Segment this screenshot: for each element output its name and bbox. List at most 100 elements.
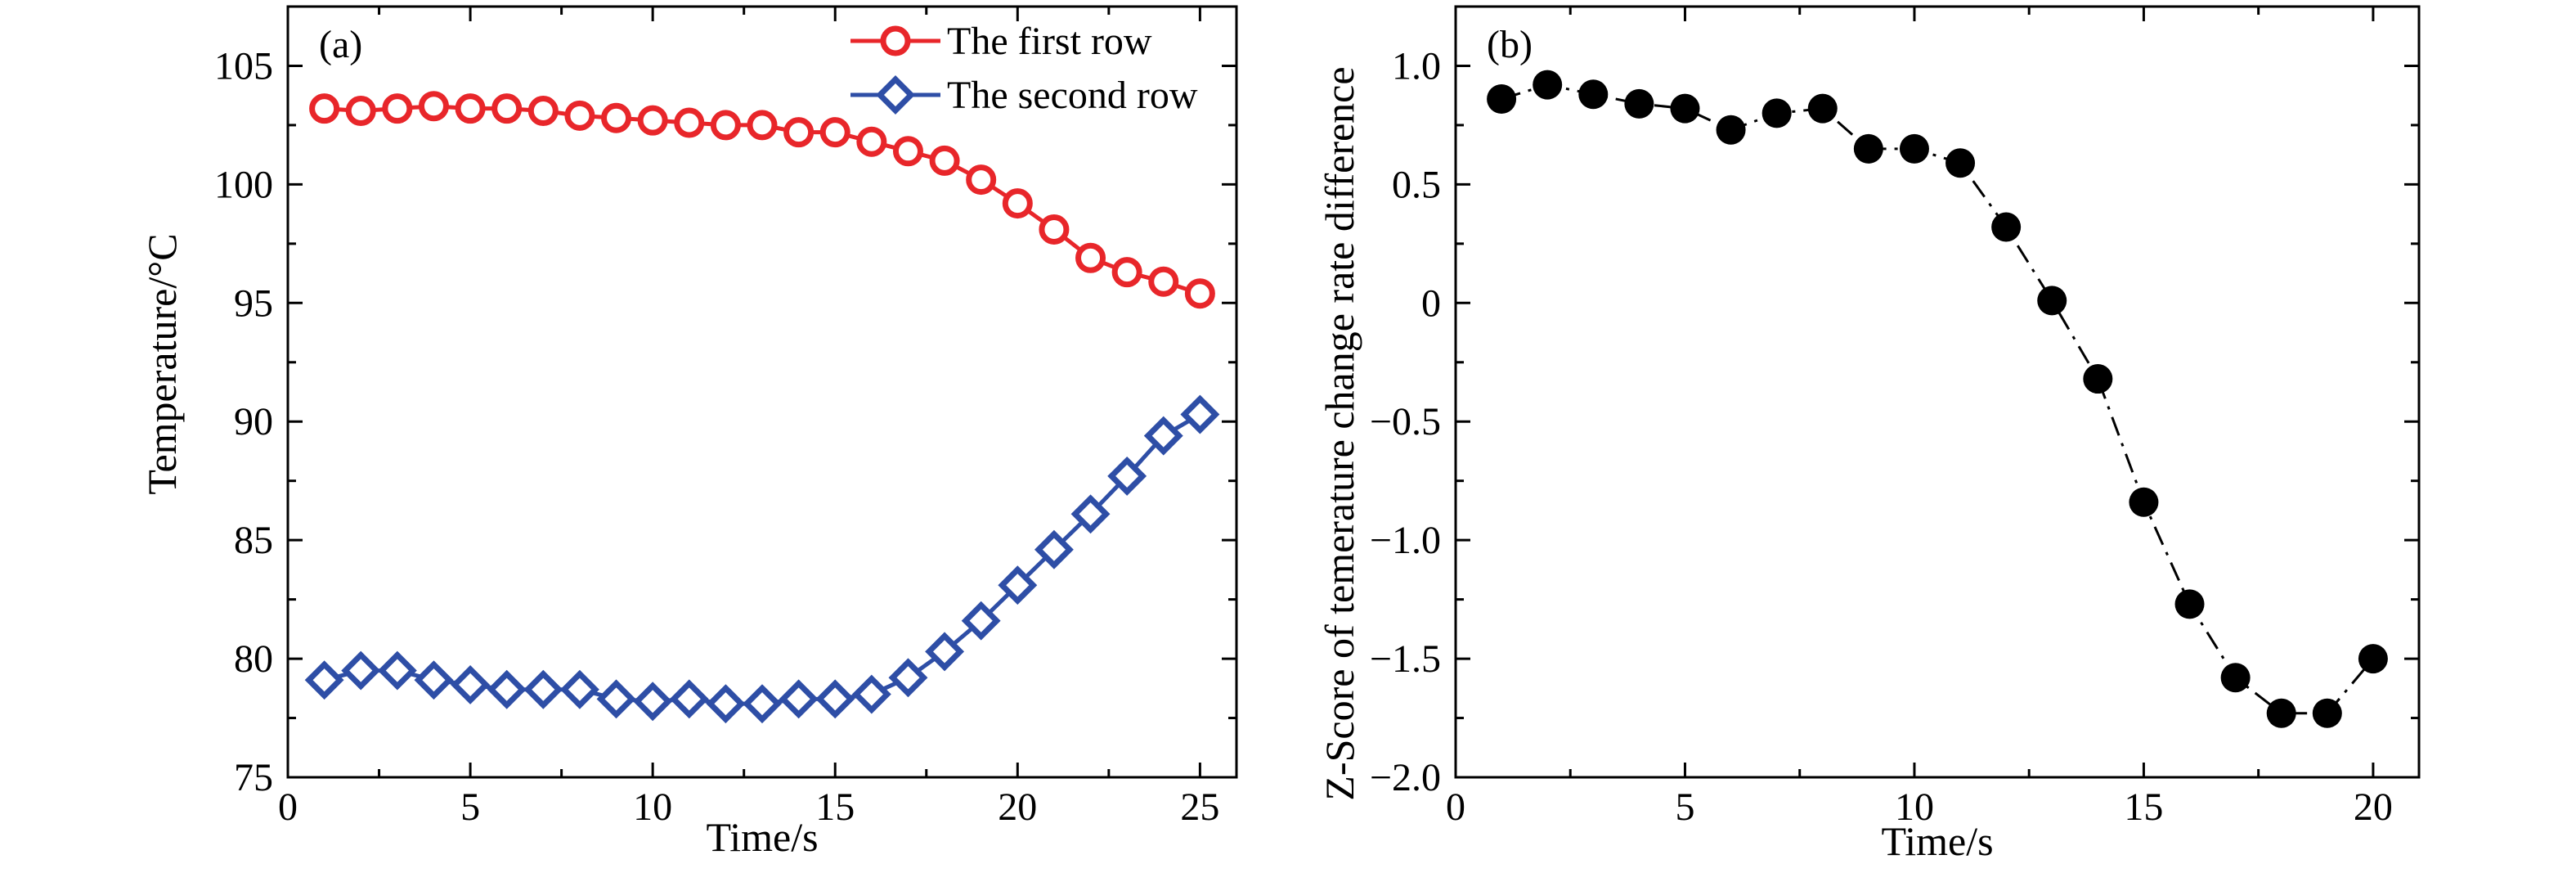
data-point <box>2083 364 2113 394</box>
data-point <box>743 684 782 724</box>
data-point <box>747 110 778 141</box>
data-point <box>819 117 850 148</box>
data-point <box>309 93 340 124</box>
data-point <box>1184 278 1215 309</box>
data-point <box>1034 529 1074 569</box>
y-tick-label: −0.5 <box>1370 400 1441 443</box>
plot-frame <box>286 5 1238 779</box>
data-point <box>1761 98 1792 128</box>
y-tick-label: 75 <box>234 756 273 799</box>
data-point <box>2312 698 2342 728</box>
data-point <box>2174 589 2205 619</box>
data-point <box>1180 394 1220 434</box>
data-point <box>1533 70 1563 100</box>
x-tick-label: 20 <box>998 785 1037 829</box>
data-point <box>2266 698 2296 728</box>
data-point <box>2037 286 2067 316</box>
data-point <box>1670 93 1700 124</box>
y-tick-label: −1.5 <box>1370 637 1441 681</box>
legend-label: The first row <box>947 20 1152 63</box>
x-axis-label: Time/s <box>706 814 818 860</box>
data-point <box>304 660 344 700</box>
data-point <box>1143 416 1183 456</box>
data-point <box>783 117 815 148</box>
y-tick-label: −2.0 <box>1370 756 1441 799</box>
data-point <box>559 669 599 709</box>
y-tick-label: −1.0 <box>1370 519 1441 562</box>
data-point <box>418 91 449 122</box>
data-point <box>1107 456 1147 496</box>
x-tick-label: 0 <box>1446 785 1465 829</box>
data-point <box>637 105 668 136</box>
y-axis-label: Z-Score of temerature change rate differ… <box>1317 66 1362 800</box>
y-tick-label: 95 <box>234 281 273 325</box>
panel-label: (a) <box>319 23 362 66</box>
y-tick-label: 85 <box>234 519 273 562</box>
x-tick-label: 10 <box>1895 785 1934 829</box>
legend: The first row The second row <box>850 20 1198 117</box>
series-line <box>1501 83 2375 715</box>
data-point <box>1075 242 1106 273</box>
data-point <box>1148 266 1179 297</box>
data-point <box>564 100 595 131</box>
y-tick-label: 80 <box>234 637 273 681</box>
data-point <box>710 110 741 141</box>
data-point <box>888 658 928 698</box>
x-tick-label: 20 <box>2354 785 2393 829</box>
data-point <box>414 660 454 700</box>
data-point <box>1899 133 1929 164</box>
data-point <box>1716 115 1746 145</box>
y-tick-label: 100 <box>214 163 273 206</box>
data-point <box>1853 133 1883 164</box>
y-axis-label: Temperature/°C <box>139 233 185 494</box>
data-point <box>856 126 887 157</box>
legend-marker <box>880 25 911 56</box>
data-point <box>1039 214 1070 245</box>
data-point <box>998 565 1038 605</box>
data-point <box>491 93 523 124</box>
data-point <box>966 164 997 196</box>
data-point <box>1070 494 1111 534</box>
data-point <box>377 650 417 691</box>
panel-a: 0 5 10 15 20 25 75 80 85 90 95 100 105 Time/s Temperat… <box>139 5 1238 860</box>
series-line <box>323 412 1201 706</box>
data-point <box>1807 93 1838 124</box>
data-point <box>455 93 486 124</box>
data-point <box>1002 188 1033 219</box>
data-point <box>1578 79 1609 110</box>
y-tick-label: 90 <box>234 400 273 443</box>
data-point <box>2358 644 2388 674</box>
data-point <box>1111 257 1142 288</box>
x-tick-label: 15 <box>2124 785 2163 829</box>
data-point <box>341 650 381 691</box>
data-point <box>674 107 705 138</box>
x-tick-label: 0 <box>278 785 298 829</box>
data-point <box>851 674 891 714</box>
legend-marker <box>876 75 915 115</box>
data-point <box>345 96 376 127</box>
x-tick-label: 5 <box>460 785 480 829</box>
data-point <box>669 679 709 719</box>
y-tick-label: 0.5 <box>1392 163 1441 206</box>
y-tick-label: 0 <box>1421 281 1441 325</box>
data-point <box>925 632 965 672</box>
data-point <box>527 96 559 127</box>
y-tick-label: 1.0 <box>1392 44 1441 88</box>
data-point <box>1624 88 1654 119</box>
data-point <box>1945 148 1976 178</box>
data-point <box>2220 663 2251 693</box>
data-point <box>523 669 563 709</box>
data-point <box>633 682 673 722</box>
x-tick-label: 10 <box>633 785 672 829</box>
legend-label: The second row <box>947 74 1198 117</box>
data-point <box>451 665 491 704</box>
panel-b: 0 5 10 15 20 −2.0 −1.5 −1.0 −0.5 0 0.5 1.0 Time/s Z-S… <box>1317 5 2421 864</box>
data-point <box>596 679 636 719</box>
x-tick-label: 15 <box>815 785 855 829</box>
data-point <box>961 601 1001 641</box>
data-point <box>892 136 923 167</box>
data-point <box>382 93 413 124</box>
x-axis-label: Time/s <box>1881 818 1993 864</box>
data-point <box>815 679 855 719</box>
